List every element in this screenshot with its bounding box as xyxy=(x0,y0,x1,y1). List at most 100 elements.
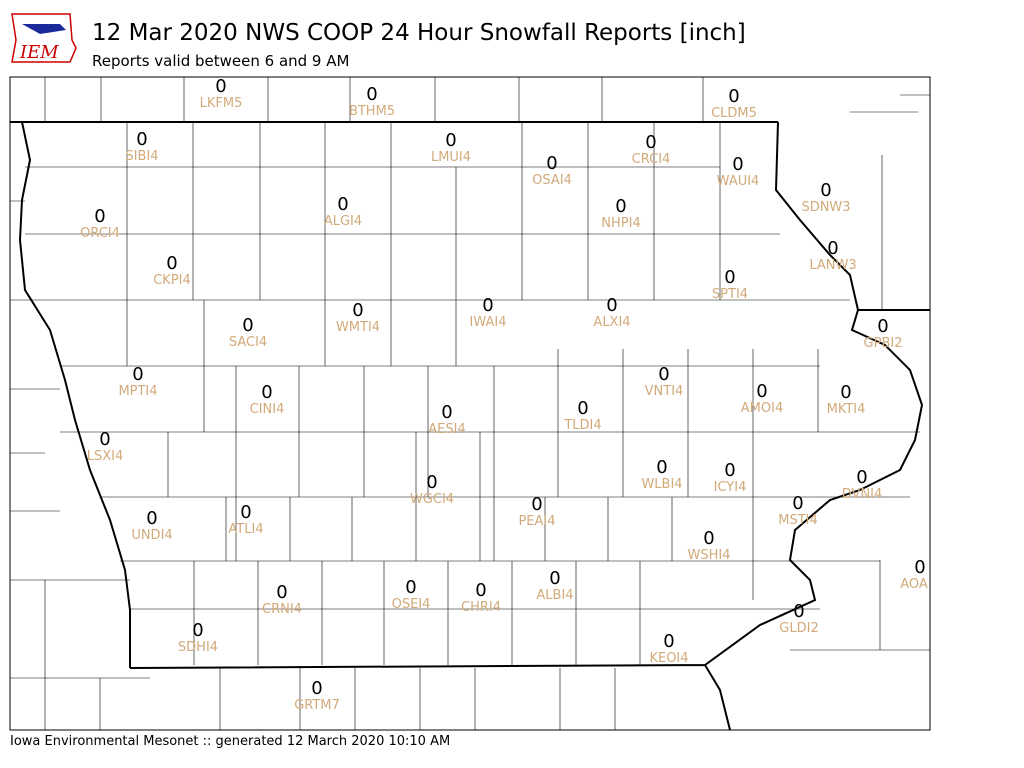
county-lines xyxy=(10,77,930,730)
station-value: 0 xyxy=(192,620,203,641)
station-value: 0 xyxy=(240,502,251,523)
station-id: GLDI2 xyxy=(779,621,818,636)
map xyxy=(9,76,931,731)
station-id: GPBI2 xyxy=(864,336,903,351)
station-value: 0 xyxy=(441,402,452,423)
station-value: 0 xyxy=(546,153,557,174)
station-id: LSXI4 xyxy=(87,449,124,464)
station-id: ALGI4 xyxy=(324,214,362,229)
station-id: IWAI4 xyxy=(470,315,507,330)
station-value: 0 xyxy=(405,577,416,598)
station-value: 0 xyxy=(482,295,493,316)
station-id: LANW3 xyxy=(809,258,856,273)
station-value: 0 xyxy=(242,315,253,336)
station-id: SACI4 xyxy=(229,335,267,350)
station-value: 0 xyxy=(724,267,735,288)
station-id: SDHI4 xyxy=(178,640,218,655)
station-id: DVNI4 xyxy=(842,487,883,502)
station-id: ALBI4 xyxy=(536,588,573,603)
station-id: OSEI4 xyxy=(392,597,431,612)
station-value: 0 xyxy=(615,196,626,217)
station-value: 0 xyxy=(792,493,803,514)
station-value: 0 xyxy=(827,238,838,259)
station-value: 0 xyxy=(311,678,322,699)
station-value: 0 xyxy=(577,398,588,419)
station-value: 0 xyxy=(703,528,714,549)
station-id: WAUI4 xyxy=(717,174,760,189)
station-value: 0 xyxy=(724,460,735,481)
station-value: 0 xyxy=(606,295,617,316)
state-borders xyxy=(10,121,930,731)
station-value: 0 xyxy=(445,130,456,151)
station-id: AOA xyxy=(900,577,928,592)
station-value: 0 xyxy=(728,86,739,107)
station-value: 0 xyxy=(732,154,743,175)
title: 12 Mar 2020 NWS COOP 24 Hour Snowfall Re… xyxy=(92,20,746,46)
station-value: 0 xyxy=(820,180,831,201)
subtitle: Reports valid between 6 and 9 AM xyxy=(92,52,349,70)
station-id: CRNI4 xyxy=(262,602,302,617)
station-value: 0 xyxy=(840,382,851,403)
station-id: CLDM5 xyxy=(711,106,757,121)
station-id: WSHI4 xyxy=(688,548,731,563)
station-value: 0 xyxy=(549,568,560,589)
station-id: PEAI4 xyxy=(518,514,555,529)
logo-text: IEM xyxy=(19,42,59,63)
station-id: SPTI4 xyxy=(712,287,748,302)
station-value: 0 xyxy=(337,194,348,215)
station-value: 0 xyxy=(656,457,667,478)
station-id: MSTI4 xyxy=(778,513,818,528)
station-value: 0 xyxy=(132,364,143,385)
station-value: 0 xyxy=(146,508,157,529)
station-id: CRCI4 xyxy=(632,152,671,167)
station-id: SIBI4 xyxy=(125,149,158,164)
station-value: 0 xyxy=(856,467,867,488)
station-value: 0 xyxy=(166,253,177,274)
station-value: 0 xyxy=(914,557,925,578)
station-value: 0 xyxy=(94,206,105,227)
station-id: SDNW3 xyxy=(801,200,850,215)
station-id: BTHM5 xyxy=(349,104,395,119)
station-id: AMOI4 xyxy=(741,401,783,416)
station-id: CKPI4 xyxy=(153,273,191,288)
station-id: KEOI4 xyxy=(649,651,688,666)
station-value: 0 xyxy=(877,316,888,337)
station-value: 0 xyxy=(793,601,804,622)
station-id: AESI4 xyxy=(428,422,465,437)
station-id: GRTM7 xyxy=(294,698,340,713)
station-id: LKFM5 xyxy=(200,96,243,111)
station-value: 0 xyxy=(426,472,437,493)
station-value: 0 xyxy=(645,132,656,153)
station-id: CHRI4 xyxy=(461,600,501,615)
station-id: ICYI4 xyxy=(714,480,747,495)
station-value: 0 xyxy=(531,494,542,515)
station-value: 0 xyxy=(475,580,486,601)
station-id: CINI4 xyxy=(250,402,285,417)
station-id: ALXI4 xyxy=(593,315,630,330)
station-value: 0 xyxy=(215,76,226,97)
station-id: VNTI4 xyxy=(645,384,684,399)
station-value: 0 xyxy=(276,582,287,603)
station-id: WMTI4 xyxy=(336,320,380,335)
station-value: 0 xyxy=(99,429,110,450)
station-value: 0 xyxy=(352,300,363,321)
station-id: MKTI4 xyxy=(827,402,866,417)
station-id: NHPI4 xyxy=(601,216,640,231)
station-id: OSAI4 xyxy=(532,173,572,188)
logo: IEM xyxy=(11,13,77,63)
station-value: 0 xyxy=(658,364,669,385)
station-id: WGCI4 xyxy=(410,492,454,507)
station-id: MPTI4 xyxy=(118,384,157,399)
station-value: 0 xyxy=(756,381,767,402)
station-value: 0 xyxy=(136,129,147,150)
station-value: 0 xyxy=(663,631,674,652)
station-value: 0 xyxy=(366,84,377,105)
footer: Iowa Environmental Mesonet :: generated … xyxy=(10,734,450,749)
station-id: UNDI4 xyxy=(131,528,172,543)
station-id: TLDI4 xyxy=(563,418,601,433)
station-value: 0 xyxy=(261,382,272,403)
station-id: ORCI4 xyxy=(80,226,120,241)
station-id: ATLI4 xyxy=(228,522,263,537)
station-id: LMUI4 xyxy=(431,150,471,165)
